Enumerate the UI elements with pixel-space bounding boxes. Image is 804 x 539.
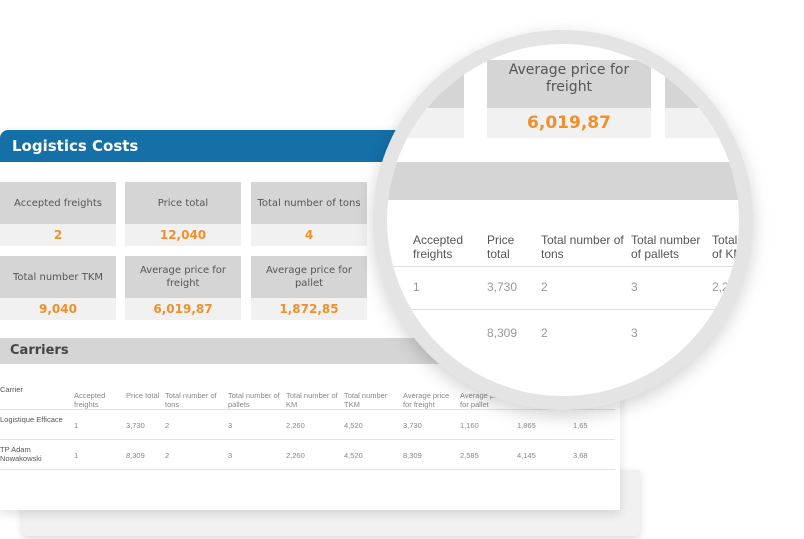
stat-card: Total number TKM 9,040 [0, 256, 116, 320]
column-header: Total number of pallets [228, 391, 280, 409]
column-header: Total number TKM [344, 391, 388, 409]
table-cell: 2,260 [286, 451, 305, 460]
card-label: Average price for freight [125, 256, 241, 298]
table-cell: 3 [228, 421, 233, 430]
magnifier-lens: Average price for freight 6,019,87 Accep… [373, 30, 753, 410]
card-label: Accepted freights [0, 182, 116, 224]
table-cell: 2 [165, 451, 170, 460]
magnified-column-header: Total number of pallets [631, 233, 701, 261]
table-cell: 4,520 [344, 451, 363, 460]
magnified-cell: 2 [541, 326, 548, 340]
magnified-cell: 3 [631, 280, 638, 294]
divider [387, 266, 739, 267]
table-cell: 3,730 [403, 421, 422, 430]
table-cell: 1,65 [573, 421, 588, 430]
magnified-column-header: Accepted freights [413, 233, 464, 261]
table-cell: 3 [228, 451, 233, 460]
magnified-cell: 2,260 [712, 326, 743, 340]
card-value: 2 [0, 224, 116, 246]
stat-card: Total number of tons 4 [251, 182, 367, 246]
stat-card: Accepted freights 2 [0, 182, 116, 246]
card-label: Average price for pallet [251, 256, 367, 298]
table-cell: TP Adam Nowakowski [0, 445, 42, 463]
magnified-card-right [665, 60, 739, 138]
magnified-cell: 3,730 [487, 280, 518, 294]
column-header: Price total [126, 391, 160, 400]
table-cell: 2,585 [460, 451, 479, 460]
stat-card: Price total 12,040 [125, 182, 241, 246]
magnified-cell: 2,260 [712, 280, 743, 294]
magnified-column-header: Total number of KM [712, 233, 748, 261]
card-label: Average price for freight [487, 60, 651, 108]
table-cell: 2,260 [286, 421, 305, 430]
column-header: Accepted freights [74, 391, 106, 409]
table-header-row: Carrier Accepted freights Price total Total… [0, 380, 615, 410]
panel-title: Logistics Costs [0, 130, 420, 162]
column-header: Total number of KM [286, 391, 338, 409]
carriers-table: Carrier Accepted freights Price total Total… [0, 380, 615, 470]
magnified-card-left [387, 60, 464, 138]
table-cell: 2 [165, 421, 170, 430]
table-cell: Logistique Efficace [0, 415, 63, 424]
magnified-column-header: Price total [487, 233, 515, 261]
card-label: Total number TKM [0, 256, 116, 298]
stat-card: Average price for pallet 1,872,85 [251, 256, 367, 320]
table-cell: 3,730 [126, 421, 145, 430]
table-cell: 1,160 [460, 421, 479, 430]
table-row[interactable]: Logistique Efficace 1 3,730 2 3 2,260 4,520 3,7… [0, 410, 615, 440]
card-value: 1,872,85 [251, 298, 367, 320]
table-cell: 4,145 [517, 451, 536, 460]
magnified-cell: 2 [541, 280, 548, 294]
column-header: Average price for pallet [460, 391, 507, 409]
magnified-cell: 8,309 [487, 326, 518, 340]
stat-card: Average price for freight 6,019,87 [125, 256, 241, 320]
table-cell: 3,68 [573, 451, 588, 460]
table-cell: 8,309 [403, 451, 422, 460]
table-cell: 8,309 [126, 451, 145, 460]
magnified-cell: 1 [413, 280, 420, 294]
table-cell: 1 [74, 421, 79, 430]
table-cell: 4,520 [344, 421, 363, 430]
divider [387, 309, 739, 310]
column-header: Total number of tons [165, 391, 217, 409]
card-label: Price total [125, 182, 241, 224]
card-value: 9,040 [0, 298, 116, 320]
card-label: Total number of tons [251, 182, 367, 224]
column-header: Carrier [0, 385, 23, 394]
magnified-carriers-bar [387, 162, 739, 200]
card-value: 4 [251, 224, 367, 246]
card-value: 12,040 [125, 224, 241, 246]
card-value: 6,019,87 [125, 298, 241, 320]
magnified-column-header: Total number of tons [541, 233, 624, 261]
card-value: 6,019,87 [487, 108, 651, 138]
table-cell: 1,865 [517, 421, 536, 430]
magnified-cell: 3 [631, 326, 638, 340]
magnified-card: Average price for freight 6,019,87 [487, 60, 651, 138]
column-header: Average price for freight [403, 391, 450, 409]
table-cell: 1 [74, 451, 79, 460]
table-row[interactable]: TP Adam Nowakowski 1 8,309 2 3 2,260 4,520 8,30… [0, 440, 615, 470]
